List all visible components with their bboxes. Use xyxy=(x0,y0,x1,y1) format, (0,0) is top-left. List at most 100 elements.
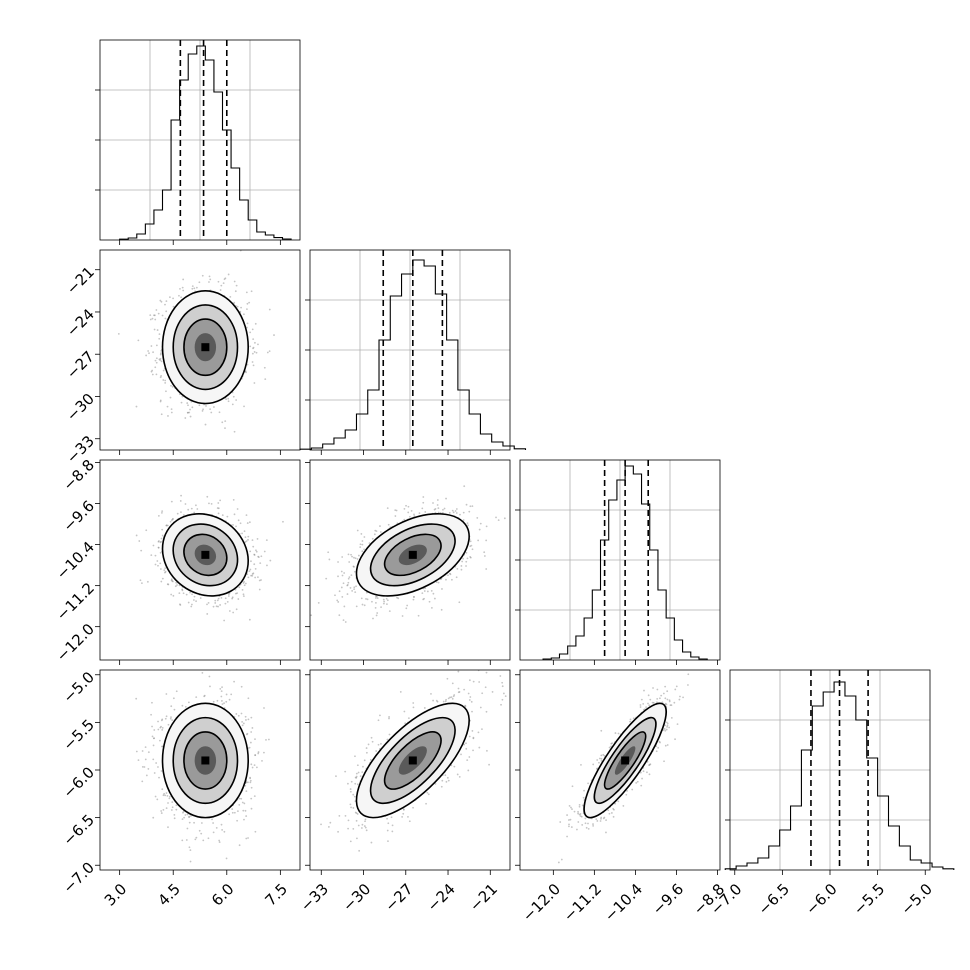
scatter-point xyxy=(585,826,588,829)
scatter-point xyxy=(254,322,257,325)
scatter-point xyxy=(603,816,606,819)
scatter-point xyxy=(183,816,186,819)
scatter-point xyxy=(341,556,344,558)
scatter-point xyxy=(455,508,458,510)
scatter-point xyxy=(241,532,243,535)
scatter-point xyxy=(175,690,178,693)
scatter-point xyxy=(666,690,669,693)
scatter-point xyxy=(222,282,225,285)
scatter-point xyxy=(159,359,162,362)
scatter-point xyxy=(250,290,253,293)
scatter-point xyxy=(375,750,378,752)
scatter-point xyxy=(167,415,169,417)
scatter-point xyxy=(170,809,173,811)
scatter-point xyxy=(250,731,253,733)
scatter-point xyxy=(164,571,166,574)
scatter-point xyxy=(447,574,449,577)
scatter-point xyxy=(560,858,563,861)
contour-line-3 xyxy=(161,513,250,597)
scatter-point xyxy=(249,331,252,334)
scatter-panel-2-0 xyxy=(95,459,301,665)
y-tick-label: −21 xyxy=(63,263,98,298)
scatter-point xyxy=(367,743,370,746)
scatter-point xyxy=(614,732,617,734)
scatter-point xyxy=(343,605,346,608)
scatter-point xyxy=(164,717,167,720)
scatter-point xyxy=(375,601,377,604)
scatter-point xyxy=(451,578,453,581)
scatter-point xyxy=(198,281,201,284)
scatter-point xyxy=(437,507,440,510)
scatter-point xyxy=(182,811,184,814)
scatter-point xyxy=(208,275,211,278)
scatter-point xyxy=(159,551,162,554)
scatter-point xyxy=(452,511,455,514)
scatter-point xyxy=(566,835,568,838)
scatter-point xyxy=(221,514,224,517)
x-tick-label: 7.5 xyxy=(262,880,292,910)
scatter-point xyxy=(353,795,356,798)
scatter-point xyxy=(243,584,246,587)
scatter-point xyxy=(282,520,284,523)
scatter-point xyxy=(354,782,357,785)
scatter-point xyxy=(340,586,343,589)
scatter-point xyxy=(227,400,230,403)
contour-line-1 xyxy=(183,533,228,577)
scatter-point xyxy=(164,570,167,573)
scatter-point xyxy=(471,505,474,508)
scatter-point xyxy=(666,698,669,701)
scatter-point xyxy=(247,837,249,839)
y-tick-label: −27 xyxy=(63,348,98,383)
scatter-point xyxy=(404,722,407,725)
scatter-point xyxy=(150,554,153,557)
scatter-point xyxy=(245,371,248,374)
scatter-point xyxy=(215,605,218,608)
scatter-point xyxy=(656,688,659,691)
scatter-point xyxy=(171,385,174,388)
density-peak xyxy=(408,550,417,559)
scatter-point xyxy=(170,411,173,414)
scatter-point xyxy=(189,860,192,863)
contour-line-3 xyxy=(583,702,667,819)
scatter-point xyxy=(664,685,667,688)
scatter-point xyxy=(433,508,436,511)
scatter-point xyxy=(145,529,148,532)
scatter-point xyxy=(188,815,191,818)
scatter-point xyxy=(154,359,157,362)
contour-line-3 xyxy=(161,290,250,405)
histogram-step-0 xyxy=(119,45,292,240)
density-peak xyxy=(201,756,210,765)
scatter-point xyxy=(179,500,182,502)
scatter-point xyxy=(600,759,603,762)
scatter-point xyxy=(201,274,204,277)
scatter-point xyxy=(327,551,330,554)
contour-line-3 xyxy=(161,702,250,819)
scatter-point xyxy=(406,604,409,607)
scatter-point xyxy=(263,550,266,553)
scatter-point xyxy=(181,839,184,842)
scatter-point xyxy=(337,561,339,563)
scatter-point xyxy=(145,774,148,777)
scatter-point xyxy=(247,718,250,721)
hist-panel-3 xyxy=(724,669,955,875)
scatter-point xyxy=(577,821,580,823)
scatter-point xyxy=(369,758,372,761)
scatter-point xyxy=(455,576,458,579)
scatter-point xyxy=(472,737,475,740)
scatter-point xyxy=(442,508,444,511)
density-peak xyxy=(201,343,210,352)
scatter-point xyxy=(159,399,162,402)
scatter-point xyxy=(426,791,429,794)
scatter-point xyxy=(266,351,269,354)
scatter-point xyxy=(485,671,488,674)
scatter-point xyxy=(422,501,425,504)
scatter-point xyxy=(579,815,582,817)
scatter-point xyxy=(249,741,252,744)
scatter-point xyxy=(569,818,572,821)
scatter-point xyxy=(352,827,355,830)
scatter-point xyxy=(436,499,439,501)
scatter-point xyxy=(253,795,256,798)
scatter-point xyxy=(449,696,451,699)
x-tick-label: −6.5 xyxy=(755,880,793,918)
scatter-point xyxy=(161,718,164,721)
